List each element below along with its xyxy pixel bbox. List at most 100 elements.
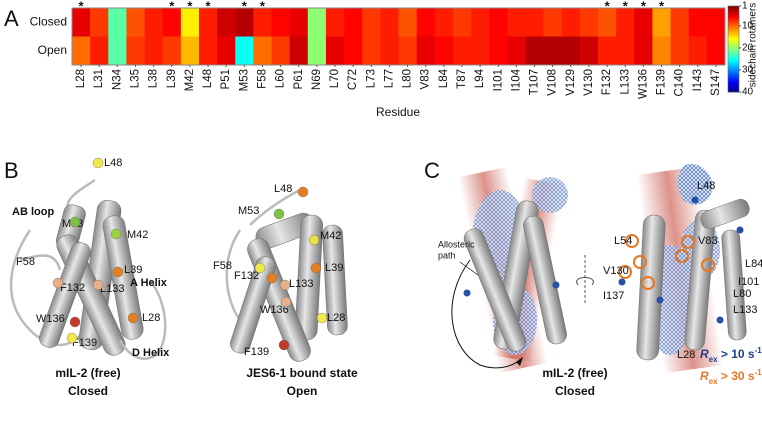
colorbar-segment <box>728 37 739 40</box>
heatmap-cell <box>198 36 218 66</box>
residue-label: L80 <box>733 288 751 300</box>
heatmap-cell <box>289 8 309 37</box>
colorbar-segment <box>728 56 739 58</box>
heatmap-cell <box>398 36 417 66</box>
residue-label: V83 <box>698 235 718 247</box>
legend-text: > 30 s <box>718 369 755 383</box>
heatmap-cell <box>507 8 526 37</box>
star-marker: * <box>659 0 665 13</box>
heatmap-cell <box>235 8 254 37</box>
residue-label: F139 <box>244 346 269 358</box>
colorbar-segment <box>728 61 739 64</box>
residue-label: AB loop <box>12 206 54 218</box>
colorbar-segment <box>728 70 739 73</box>
star-marker: * <box>242 0 248 13</box>
heatmap-cell <box>543 36 563 66</box>
x-tick-label: M42 <box>184 69 196 91</box>
residue-label: path <box>438 250 456 260</box>
colorbar-segment <box>728 50 739 53</box>
colorbar-segment <box>728 53 739 56</box>
heatmap-cell <box>235 36 254 66</box>
colorbar-segment <box>728 11 739 14</box>
colorbar-segment <box>728 74 739 77</box>
residue-sphere <box>110 228 122 240</box>
heatmap-cell <box>670 36 690 66</box>
heatmap-cell <box>271 8 290 37</box>
colorbar-segment <box>728 59 739 61</box>
residue-sphere <box>112 266 124 278</box>
residue-label: M53 <box>238 205 259 217</box>
residue-label: D Helix <box>132 347 170 359</box>
colorbar-segment <box>728 86 739 89</box>
residue-label: Closed <box>555 384 595 398</box>
x-tick-label: I104 <box>510 68 522 91</box>
heatmap-cell <box>706 8 726 37</box>
colorbar-tick-label: 30 <box>742 65 754 76</box>
heatmap-cell <box>434 36 454 66</box>
residue-label: F132 <box>234 270 259 282</box>
colorbar-segment <box>728 66 739 69</box>
heatmap-cell <box>507 36 526 66</box>
heatmap-cell <box>307 8 327 37</box>
x-tick-label: T87 <box>456 69 468 89</box>
residue-label: F132 <box>60 282 85 294</box>
heatmap-cell <box>452 8 472 37</box>
heatmap-cell <box>634 36 653 66</box>
x-tick-label: I101 <box>492 69 504 91</box>
heatmap-cell <box>253 8 272 37</box>
heatmap-cell <box>471 8 490 37</box>
colorbar-segment <box>728 21 739 24</box>
heatmap-cell <box>579 36 599 66</box>
heatmap-cell <box>289 36 309 66</box>
x-tick-label: S147 <box>710 69 722 96</box>
colorbar-segment <box>728 87 739 90</box>
residue-sphere <box>308 234 320 246</box>
heatmap-cell <box>144 36 163 66</box>
colorbar-segment <box>728 18 739 21</box>
colorbar-segment <box>728 63 739 66</box>
heatmap-cell <box>616 36 635 66</box>
heatmap-cell <box>416 8 436 37</box>
residue-sphere <box>127 312 139 324</box>
residue-label: mIL-2 (free) <box>55 366 120 380</box>
x-tick-label: L70 <box>329 69 341 88</box>
legend-text: > 10 s <box>718 347 755 361</box>
x-tick-label: L94 <box>474 68 486 88</box>
residue-sphere <box>52 277 64 289</box>
colorbar-segment <box>728 57 739 60</box>
heatmap-cell <box>325 36 345 66</box>
residue-sphere <box>254 262 266 274</box>
x-tick-label: L39 <box>166 69 178 88</box>
x-tick-label: L48 <box>202 69 214 88</box>
legend-text: R <box>700 347 709 361</box>
colorbar-segment <box>728 28 739 31</box>
heatmap-cell <box>162 36 182 66</box>
residue-sphere <box>278 339 290 351</box>
residue-label: Open <box>287 384 318 398</box>
residue-label: Closed <box>68 384 108 398</box>
residue-sphere <box>69 316 81 328</box>
x-tick-label: V130 <box>583 69 595 96</box>
heatmap-cell <box>253 36 272 66</box>
colorbar-segment <box>728 31 739 34</box>
colorbar-segment <box>728 51 739 54</box>
row-label: Open <box>38 43 67 57</box>
colorbar-segment <box>728 47 739 50</box>
heatmap-cell <box>380 8 399 37</box>
residue-sphere <box>297 186 309 198</box>
x-tick-label: V108 <box>547 69 559 96</box>
residue-sphere <box>266 272 278 284</box>
structures <box>9 164 750 374</box>
x-tick-label: V83 <box>420 69 432 89</box>
colorbar-segment <box>728 67 739 70</box>
residue-label: Allosteric <box>438 239 475 249</box>
heatmap-cell <box>144 8 163 37</box>
residue-label: L84 <box>745 258 762 270</box>
residue-label: F58 <box>16 256 35 268</box>
colorbar-segment <box>728 27 739 30</box>
colorbar-segment <box>728 69 739 71</box>
star-marker: * <box>79 0 85 13</box>
residue-label: I137 <box>603 290 624 302</box>
heatmap-cell <box>126 8 145 37</box>
heatmap-cell <box>180 36 200 66</box>
